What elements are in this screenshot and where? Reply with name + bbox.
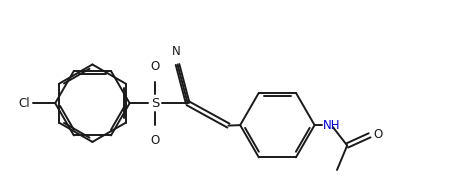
- Text: S: S: [151, 97, 159, 110]
- Text: N: N: [172, 45, 181, 58]
- Text: O: O: [150, 134, 160, 147]
- Text: O: O: [150, 60, 160, 73]
- Text: O: O: [374, 128, 383, 141]
- Text: Cl: Cl: [18, 97, 30, 110]
- Text: NH: NH: [323, 119, 340, 132]
